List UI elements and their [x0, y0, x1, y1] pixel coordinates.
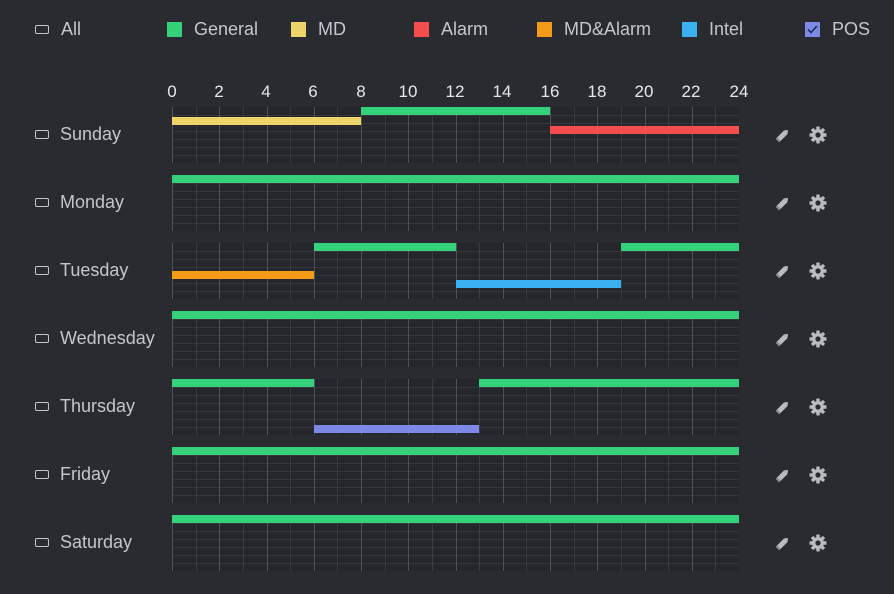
hour-label: 18	[587, 82, 607, 101]
grid-lines	[172, 447, 739, 503]
alarm-swatch[interactable]	[414, 21, 429, 37]
schedule-bar-md[interactable]	[172, 117, 361, 125]
day-label: Monday	[60, 192, 125, 212]
pencil-icon[interactable]	[773, 397, 793, 417]
pencil-icon[interactable]	[773, 329, 793, 349]
day-checkbox[interactable]	[35, 266, 49, 275]
gear-icon[interactable]	[808, 193, 828, 213]
day-checkbox[interactable]	[35, 538, 49, 547]
legend-alarm[interactable]: Alarm	[414, 18, 488, 40]
day-row-monday: Monday	[0, 175, 894, 235]
hour-label: 16	[540, 82, 560, 101]
legend-general-label: General	[194, 18, 259, 39]
hour-label: 4	[261, 82, 271, 101]
hour-label: 8	[356, 82, 366, 101]
grid-lines	[172, 311, 739, 367]
legend-intel[interactable]: Intel	[682, 18, 743, 40]
gear-icon[interactable]	[808, 261, 828, 281]
hour-label: 24	[729, 82, 749, 101]
pencil-icon[interactable]	[773, 533, 793, 553]
grid-lines	[172, 515, 739, 571]
schedule-bar-general[interactable]	[172, 175, 739, 183]
pencil-icon[interactable]	[773, 465, 793, 485]
legend-intel-label: Intel	[709, 18, 744, 39]
day-row-friday: Friday	[0, 447, 894, 507]
schedule-bar-general[interactable]	[361, 107, 550, 115]
hour-label: 10	[398, 82, 418, 101]
legend-md-alarm-label: MD&Alarm	[564, 18, 652, 39]
gear-icon[interactable]	[808, 533, 828, 553]
schedule-bar-md-alarm[interactable]	[172, 271, 314, 279]
schedule-bar-general[interactable]	[313, 243, 456, 251]
legend-general[interactable]: General	[167, 18, 258, 40]
schedule-bar-general[interactable]	[172, 311, 739, 319]
day-label: Wednesday	[60, 328, 155, 348]
schedule-grid[interactable]	[172, 243, 739, 299]
day-checkbox[interactable]	[35, 334, 49, 343]
day-row-sunday: Sunday	[0, 107, 894, 167]
check-icon	[807, 24, 818, 34]
legend: All General MD Alarm MD&Alarm Intel POS	[0, 0, 894, 60]
schedule-grid[interactable]	[172, 515, 739, 571]
gear-icon[interactable]	[808, 465, 828, 485]
schedule-grid[interactable]	[172, 107, 739, 163]
legend-md[interactable]: MD	[291, 18, 346, 40]
schedule-bar-general[interactable]	[172, 379, 314, 387]
schedule-grid[interactable]	[172, 379, 739, 435]
day-label: Friday	[60, 464, 111, 484]
legend-md-alarm[interactable]: MD&Alarm	[537, 18, 651, 40]
day-checkbox[interactable]	[35, 402, 49, 411]
schedule-grid[interactable]	[172, 311, 739, 367]
day-checkbox[interactable]	[35, 470, 49, 479]
schedule-bar-intel[interactable]	[455, 280, 621, 288]
day-label: Thursday	[60, 396, 136, 416]
hour-label: 14	[492, 82, 512, 101]
gear-icon[interactable]	[808, 329, 828, 349]
grid-lines	[172, 175, 739, 231]
legend-alarm-label: Alarm	[441, 18, 489, 39]
md-alarm-swatch[interactable]	[537, 21, 552, 37]
gear-icon[interactable]	[808, 397, 828, 417]
day-row-saturday: Saturday	[0, 515, 894, 575]
schedule-bar-alarm[interactable]	[550, 126, 739, 134]
grid-lines	[172, 107, 739, 163]
schedule-bar-general[interactable]	[620, 243, 739, 251]
day-label: Tuesday	[60, 260, 129, 280]
hour-label: 12	[445, 82, 465, 101]
schedule-bar-general[interactable]	[172, 515, 739, 523]
schedule-grid[interactable]	[172, 447, 739, 503]
hour-label: 22	[681, 82, 701, 101]
legend-md-label: MD	[318, 18, 346, 39]
legend-all-label: All	[61, 18, 82, 39]
pencil-icon[interactable]	[773, 125, 793, 145]
checkbox-icon[interactable]	[35, 24, 49, 34]
pos-checked-swatch[interactable]	[805, 21, 820, 37]
legend-pos-label: POS	[832, 18, 871, 39]
schedule-bar-general[interactable]	[479, 379, 739, 387]
pencil-icon[interactable]	[773, 193, 793, 213]
legend-all[interactable]: All	[35, 18, 81, 40]
schedule-grid[interactable]	[172, 175, 739, 231]
hour-label: 20	[634, 82, 654, 101]
md-swatch[interactable]	[291, 21, 306, 37]
general-swatch[interactable]	[167, 21, 182, 37]
schedule-bar-general[interactable]	[172, 447, 739, 455]
day-label: Sunday	[60, 124, 122, 144]
hour-label: 2	[214, 82, 224, 101]
day-row-tuesday: Tuesday	[0, 243, 894, 303]
day-row-thursday: Thursday	[0, 379, 894, 439]
gear-icon[interactable]	[808, 125, 828, 145]
schedule-bar-pos[interactable]	[313, 425, 480, 433]
intel-swatch[interactable]	[682, 21, 697, 37]
legend-pos[interactable]: POS	[805, 18, 870, 40]
grid-lines	[172, 243, 739, 299]
day-row-wednesday: Wednesday	[0, 311, 894, 371]
hour-label: 0	[167, 82, 177, 101]
day-checkbox[interactable]	[35, 130, 49, 139]
hour-label: 6	[308, 82, 318, 101]
day-label: Saturday	[60, 532, 133, 552]
pencil-icon[interactable]	[773, 261, 793, 281]
day-checkbox[interactable]	[35, 198, 49, 207]
